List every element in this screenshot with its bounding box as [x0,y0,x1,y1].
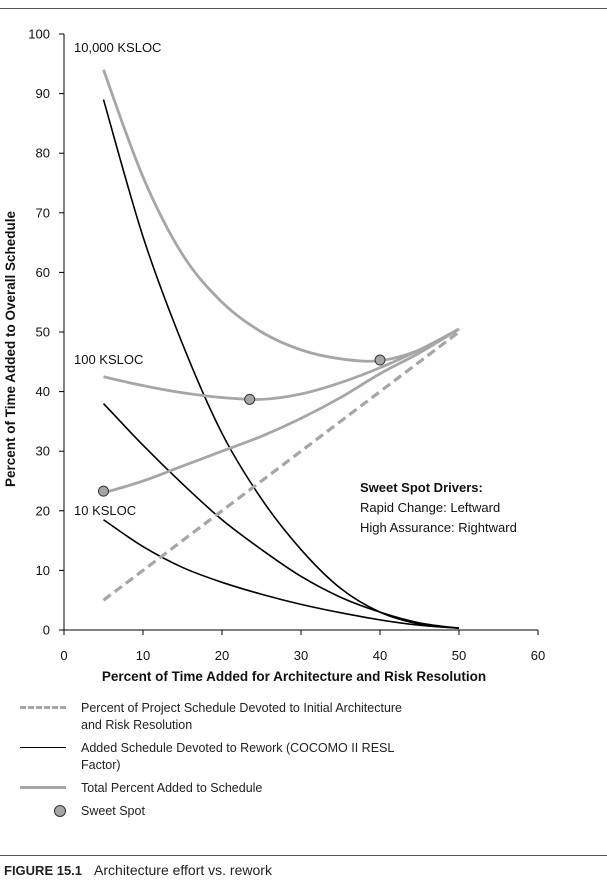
series-line-solid-gray-10 [103,327,460,495]
y-tick-label: 50 [36,325,50,340]
legend-label-gray: Total Percent Added to Schedule [81,781,263,795]
sweet-spot-drivers-title: Sweet Spot Drivers: [360,480,483,495]
y-tick-label: 20 [36,503,50,518]
label-100-ksloc: 100 KSLOC [74,352,143,367]
caption-label: FIGURE 15.1 [4,863,83,878]
y-tick-label: 70 [36,205,50,220]
caption-text: Architecture effort vs. rework [94,862,272,878]
label-10000-ksloc: 10,000 KSLOC [74,40,161,55]
x-tick-label: 0 [60,648,67,663]
x-tick-label: 40 [373,648,387,663]
black-line-swatch [18,740,68,756]
x-tick-label: 30 [294,648,308,663]
series-line-solid-black-10 [103,519,460,630]
y-tick-label: 80 [36,146,50,161]
x-tick-label: 20 [215,648,229,663]
series-line-dashed-gray [102,330,460,602]
x-tick-label: 10 [136,648,150,663]
chart: 0 10 20 30 40 50 60 70 80 90 100 0 10 20 30 40 50 60 Perc… [3,27,545,685]
series-line-solid-gray-10000 [102,69,460,363]
series-line-solid-black-10000 [102,99,460,630]
legend-label-dashed: Percent of Project Schedule Devoted to I… [81,701,403,732]
legend-item-black: Added Schedule Devoted to Rework (COCOMO… [18,740,418,774]
chart-series [102,69,460,630]
figure-caption: FIGURE 15.1 Architecture effort vs. rewor… [4,862,272,878]
x-axis-title: Percent of Time Added for Architecture a… [102,669,486,684]
y-tick-label: 100 [28,27,50,42]
top-rule [0,8,607,9]
sweet-spot-marker [98,485,109,497]
x-tick-label: 50 [452,648,466,663]
y-tick-label: 10 [36,563,50,578]
legend-item-dashed: Percent of Project Schedule Devoted to I… [18,700,418,734]
chart-axes: 0 10 20 30 40 50 60 70 80 90 100 0 10 20 30 40 50 60 [28,27,545,664]
y-tick-label: 0 [43,623,50,638]
driver-high-assurance: High Assurance: Rightward [360,520,517,535]
y-axis-title: Percent of Time Added to Overall Schedul… [3,210,18,487]
caption-rule [0,855,607,856]
x-tick-label: 60 [531,648,545,663]
y-tick-label: 40 [36,384,50,399]
sweet-spot-markers [98,354,386,497]
y-tick-label: 30 [36,444,50,459]
gray-line-swatch [18,780,68,796]
sweet-spot-marker [374,354,386,366]
label-10-ksloc: 10 KSLOC [74,503,136,518]
y-tick-label: 60 [36,265,50,280]
series-line-solid-gray-100 [103,327,460,401]
y-tick-label: 90 [36,86,50,101]
driver-rapid-change: Rapid Change: Leftward [360,500,500,515]
dashed-line-swatch [18,700,68,716]
legend: Percent of Project Schedule Devoted to I… [18,700,418,826]
legend-item-sweet-spot: Sweet Spot [18,803,418,820]
sweet-spot-marker [244,393,256,405]
series-line-solid-black-100 [102,402,460,630]
legend-label-sweet-spot: Sweet Spot [81,804,145,818]
legend-label-black: Added Schedule Devoted to Rework (COCOMO… [81,741,394,772]
sweet-spot-dot-icon [18,803,68,819]
legend-item-gray: Total Percent Added to Schedule [18,780,418,797]
